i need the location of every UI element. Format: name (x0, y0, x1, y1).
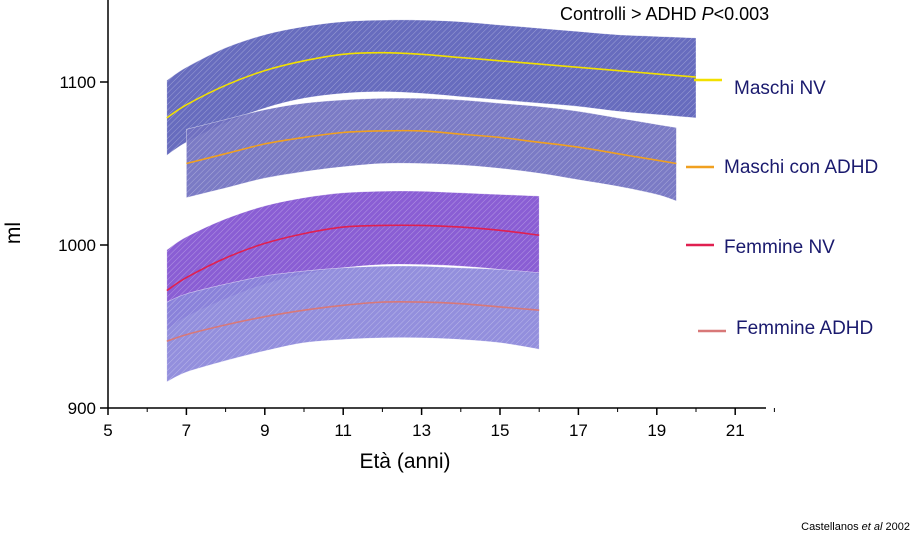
x-tick-label: 21 (726, 421, 745, 440)
x-axis-title: Età (anni) (359, 450, 450, 473)
legend-label-1: Maschi NV (734, 78, 826, 99)
annotation-prefix: Controlli > ADHD (560, 4, 702, 24)
annotation-suffix: <0.003 (714, 4, 770, 24)
band-hatch-4 (166, 265, 540, 382)
series-line-2 (186, 129, 677, 165)
x-tick-label: 15 (491, 421, 510, 440)
y-tick-label: 1100 (59, 73, 96, 92)
y-tick-label: 900 (68, 399, 96, 418)
legend-label-2: Maschi con ADHD (724, 157, 878, 178)
bands (166, 19, 697, 383)
annotation-p: P (702, 4, 714, 24)
x-ticks: 5 7 9 11 13 15 17 19 21 (103, 408, 775, 440)
y-tick-label: 1000 (58, 236, 96, 255)
series-line-3 (166, 224, 540, 292)
citation-year: 2002 (882, 521, 910, 533)
legend: Maschi NV Maschi con ADHD Femmine NV Femmin… (686, 78, 878, 339)
x-tick-label: 19 (647, 421, 666, 440)
citation-authors: Castellanos (801, 521, 862, 533)
citation: Castellanos et al 2002 (801, 521, 910, 533)
x-tick-label: 5 (103, 421, 112, 440)
series-line-4 (166, 300, 540, 342)
significance-annotation: Controlli > ADHD P<0.003 (560, 4, 769, 24)
y-axis-title: ml (2, 222, 25, 244)
legend-label-4: Femmine ADHD (736, 318, 873, 339)
band-hatch-2 (186, 98, 677, 201)
band-hatch-1 (166, 19, 697, 156)
legend-label-3: Femmine NV (724, 237, 835, 258)
series-lines (166, 51, 697, 342)
series-line-1 (166, 51, 697, 119)
x-tick-label: 7 (182, 421, 191, 440)
x-tick-label: 17 (569, 421, 588, 440)
y-ticks: 900 1000 1100 (58, 73, 108, 418)
x-tick-label: 13 (412, 421, 431, 440)
x-tick-label: 11 (334, 421, 352, 440)
x-tick-label: 9 (260, 421, 269, 440)
citation-etal: et al (862, 521, 883, 533)
